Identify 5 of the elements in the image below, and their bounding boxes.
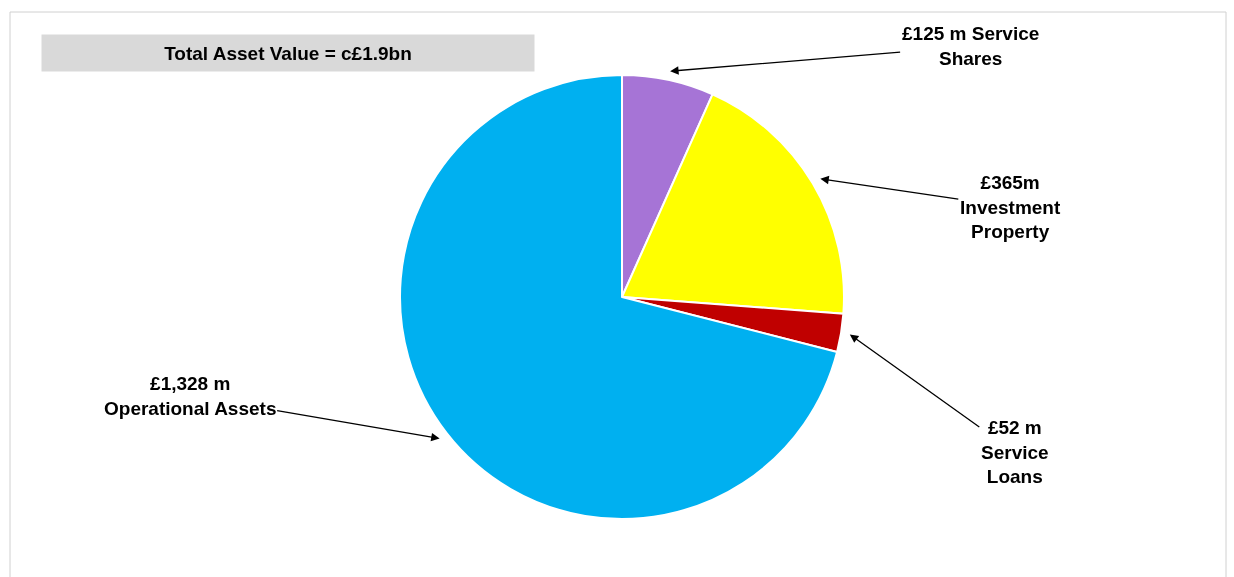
slice-label: £365m Investment Property	[960, 172, 1061, 243]
slice-label: £125 m Service Shares	[902, 23, 1040, 69]
slice-label: £52 m Service Loans	[981, 417, 1049, 488]
text: Total Asset Value = c£1.9bn	[164, 42, 412, 64]
slice-label: £1,328 m Operational Assets	[104, 373, 277, 419]
